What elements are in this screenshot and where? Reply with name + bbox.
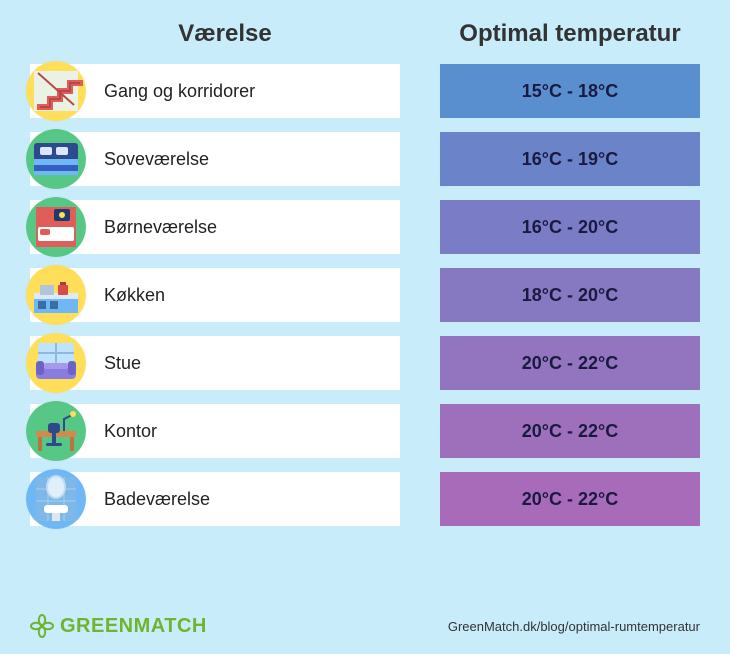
- temp-cell: 20°C - 22°C: [440, 404, 700, 458]
- bedroom-icon: [26, 129, 86, 189]
- temp-cell: 20°C - 22°C: [440, 336, 700, 390]
- footer-url: GreenMatch.dk/blog/optimal-rumtemperatur: [448, 619, 700, 634]
- living-icon: [26, 333, 86, 393]
- table-row: Badeværelse 20°C - 22°C: [30, 472, 700, 526]
- room-cell: Stue: [30, 336, 400, 390]
- temp-cell: 18°C - 20°C: [440, 268, 700, 322]
- room-cell: Børneværelse: [30, 200, 400, 254]
- temp-cell: 20°C - 22°C: [440, 472, 700, 526]
- bathroom-icon: [26, 469, 86, 529]
- table-row: Børneværelse 16°C - 20°C: [30, 200, 700, 254]
- table-row: Køkken 18°C - 20°C: [30, 268, 700, 322]
- brand-logo: GREENMATCH: [30, 614, 207, 638]
- brand-b: MATCH: [134, 615, 207, 637]
- temp-cell: 16°C - 19°C: [440, 132, 700, 186]
- room-cell: Køkken: [30, 268, 400, 322]
- room-cell: Soveværelse: [30, 132, 400, 186]
- room-cell: Kontor: [30, 404, 400, 458]
- rows-container: Gang og korridorer 15°C - 18°C Soveværels…: [30, 64, 700, 526]
- room-cell: Badeværelse: [30, 472, 400, 526]
- footer: GREENMATCH GreenMatch.dk/blog/optimal-ru…: [30, 614, 700, 638]
- brand-text: GREENMATCH: [60, 615, 207, 638]
- table-row: Soveværelse 16°C - 19°C: [30, 132, 700, 186]
- brand-a: GREEN: [60, 615, 134, 637]
- fan-icon: [30, 614, 54, 638]
- header-temp: Optimal temperatur: [440, 20, 700, 48]
- temp-cell: 15°C - 18°C: [440, 64, 700, 118]
- header-row: Værelse Optimal temperatur: [30, 20, 700, 64]
- hallway-icon: [26, 61, 86, 121]
- header-room: Værelse: [90, 20, 400, 48]
- table-row: Kontor 20°C - 22°C: [30, 404, 700, 458]
- temp-cell: 16°C - 20°C: [440, 200, 700, 254]
- office-icon: [26, 401, 86, 461]
- kidsroom-icon: [26, 197, 86, 257]
- table-row: Stue 20°C - 22°C: [30, 336, 700, 390]
- table-row: Gang og korridorer 15°C - 18°C: [30, 64, 700, 118]
- kitchen-icon: [26, 265, 86, 325]
- room-cell: Gang og korridorer: [30, 64, 400, 118]
